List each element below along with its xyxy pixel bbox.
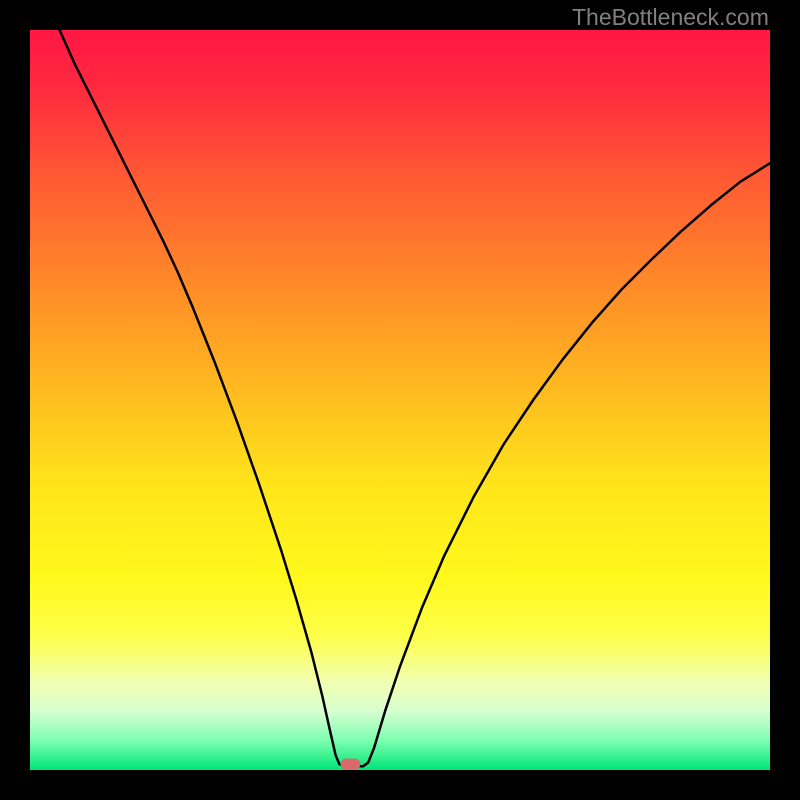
gradient-background (30, 30, 770, 770)
chart-svg (30, 30, 770, 770)
optimal-point-marker (340, 759, 360, 770)
watermark-label: TheBottleneck.com (572, 4, 769, 31)
plot-area (30, 30, 770, 770)
